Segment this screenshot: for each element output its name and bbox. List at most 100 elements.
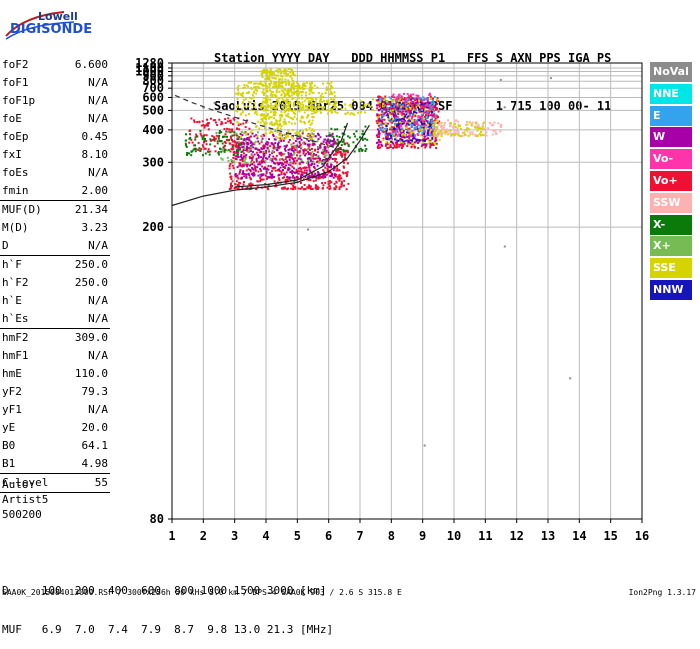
echo-point (395, 136, 397, 139)
echo-point (418, 97, 421, 100)
echo-point (296, 149, 299, 152)
echo-point (391, 106, 393, 109)
echo-point (326, 167, 329, 170)
echo-point (421, 107, 424, 110)
echo-point (274, 130, 277, 132)
echo-point (275, 85, 278, 88)
echo-point (297, 172, 300, 175)
echo-point (310, 147, 313, 150)
echo-point (306, 115, 309, 118)
echo-point (384, 122, 387, 125)
echo-point (295, 99, 298, 101)
echo-point (328, 154, 331, 156)
echo-point (243, 132, 246, 135)
echo-point (252, 168, 255, 171)
echo-point (292, 150, 295, 152)
echo-point (300, 138, 303, 141)
echo-point (394, 131, 397, 134)
echo-point (431, 138, 434, 141)
echo-point (343, 142, 346, 145)
echo-point (274, 82, 277, 85)
echo-point (255, 134, 258, 137)
param-row: h`F2 250.0 (0, 274, 110, 292)
echo-point (233, 131, 236, 134)
echo-point (271, 152, 274, 155)
echo-point (355, 130, 358, 133)
echo-point (434, 126, 437, 129)
echo-point (288, 148, 291, 151)
echo-point (273, 77, 276, 79)
echo-point (260, 113, 263, 116)
echo-point (383, 129, 386, 132)
echo-point (381, 126, 384, 129)
echo-point (224, 118, 227, 121)
echo-point (238, 138, 241, 140)
echo-point (361, 133, 364, 135)
echo-point (298, 140, 301, 143)
echo-point (417, 119, 420, 122)
echo-point (266, 157, 269, 160)
param-row: D N/A (0, 237, 110, 255)
echo-point (400, 106, 402, 109)
echo-point (414, 109, 417, 112)
echo-point (312, 102, 315, 105)
echo-point (325, 164, 328, 167)
echo-point (265, 168, 268, 171)
echo-point (199, 149, 202, 152)
echo-point (301, 174, 304, 176)
echo-point (418, 101, 421, 103)
echo-point (248, 138, 250, 141)
echo-point (229, 163, 232, 165)
echo-point (405, 107, 408, 110)
echo-point (379, 140, 382, 143)
echo-point (408, 127, 411, 130)
echo-point (393, 144, 396, 147)
echo-point (267, 165, 270, 167)
echo-point (322, 82, 324, 85)
echo-point (263, 68, 265, 71)
echo-point (310, 164, 313, 167)
echo-point (393, 129, 396, 132)
echo-point (330, 85, 332, 87)
echo-point (480, 134, 482, 137)
echo-point (289, 164, 292, 167)
echo-point (455, 119, 458, 122)
echo-point (189, 136, 192, 139)
echo-point (286, 188, 289, 191)
echo-point (315, 176, 318, 179)
echo-point (261, 91, 264, 94)
echo-point (376, 107, 379, 110)
echo-point (307, 176, 310, 178)
echo-point (242, 141, 245, 144)
param-value: N/A (88, 312, 108, 325)
echo-point (209, 139, 212, 142)
echo-point (223, 145, 226, 148)
echo-point (232, 154, 235, 156)
echo-point (319, 144, 322, 147)
echo-point (242, 163, 245, 166)
echo-point (411, 102, 414, 105)
echo-point (409, 93, 412, 96)
echo-point (426, 115, 429, 118)
echo-point (250, 141, 253, 144)
echo-point (434, 131, 437, 134)
param-name: foE (2, 112, 22, 125)
echo-point (293, 182, 296, 185)
echo-point (264, 157, 267, 160)
echo-point (330, 175, 333, 178)
echo-point (249, 177, 252, 180)
echo-point (269, 171, 272, 174)
echo-point (269, 68, 272, 71)
echo-point (385, 111, 388, 114)
echo-point (244, 161, 247, 164)
echo-point (308, 185, 311, 188)
echo-point (279, 127, 282, 130)
echo-point (409, 134, 412, 137)
echo-point (430, 128, 433, 131)
echo-point (434, 114, 437, 117)
echo-point (254, 82, 257, 85)
echo-point (411, 142, 414, 145)
echo-point (192, 148, 195, 151)
echo-point (239, 93, 242, 96)
echo-point (277, 71, 280, 74)
